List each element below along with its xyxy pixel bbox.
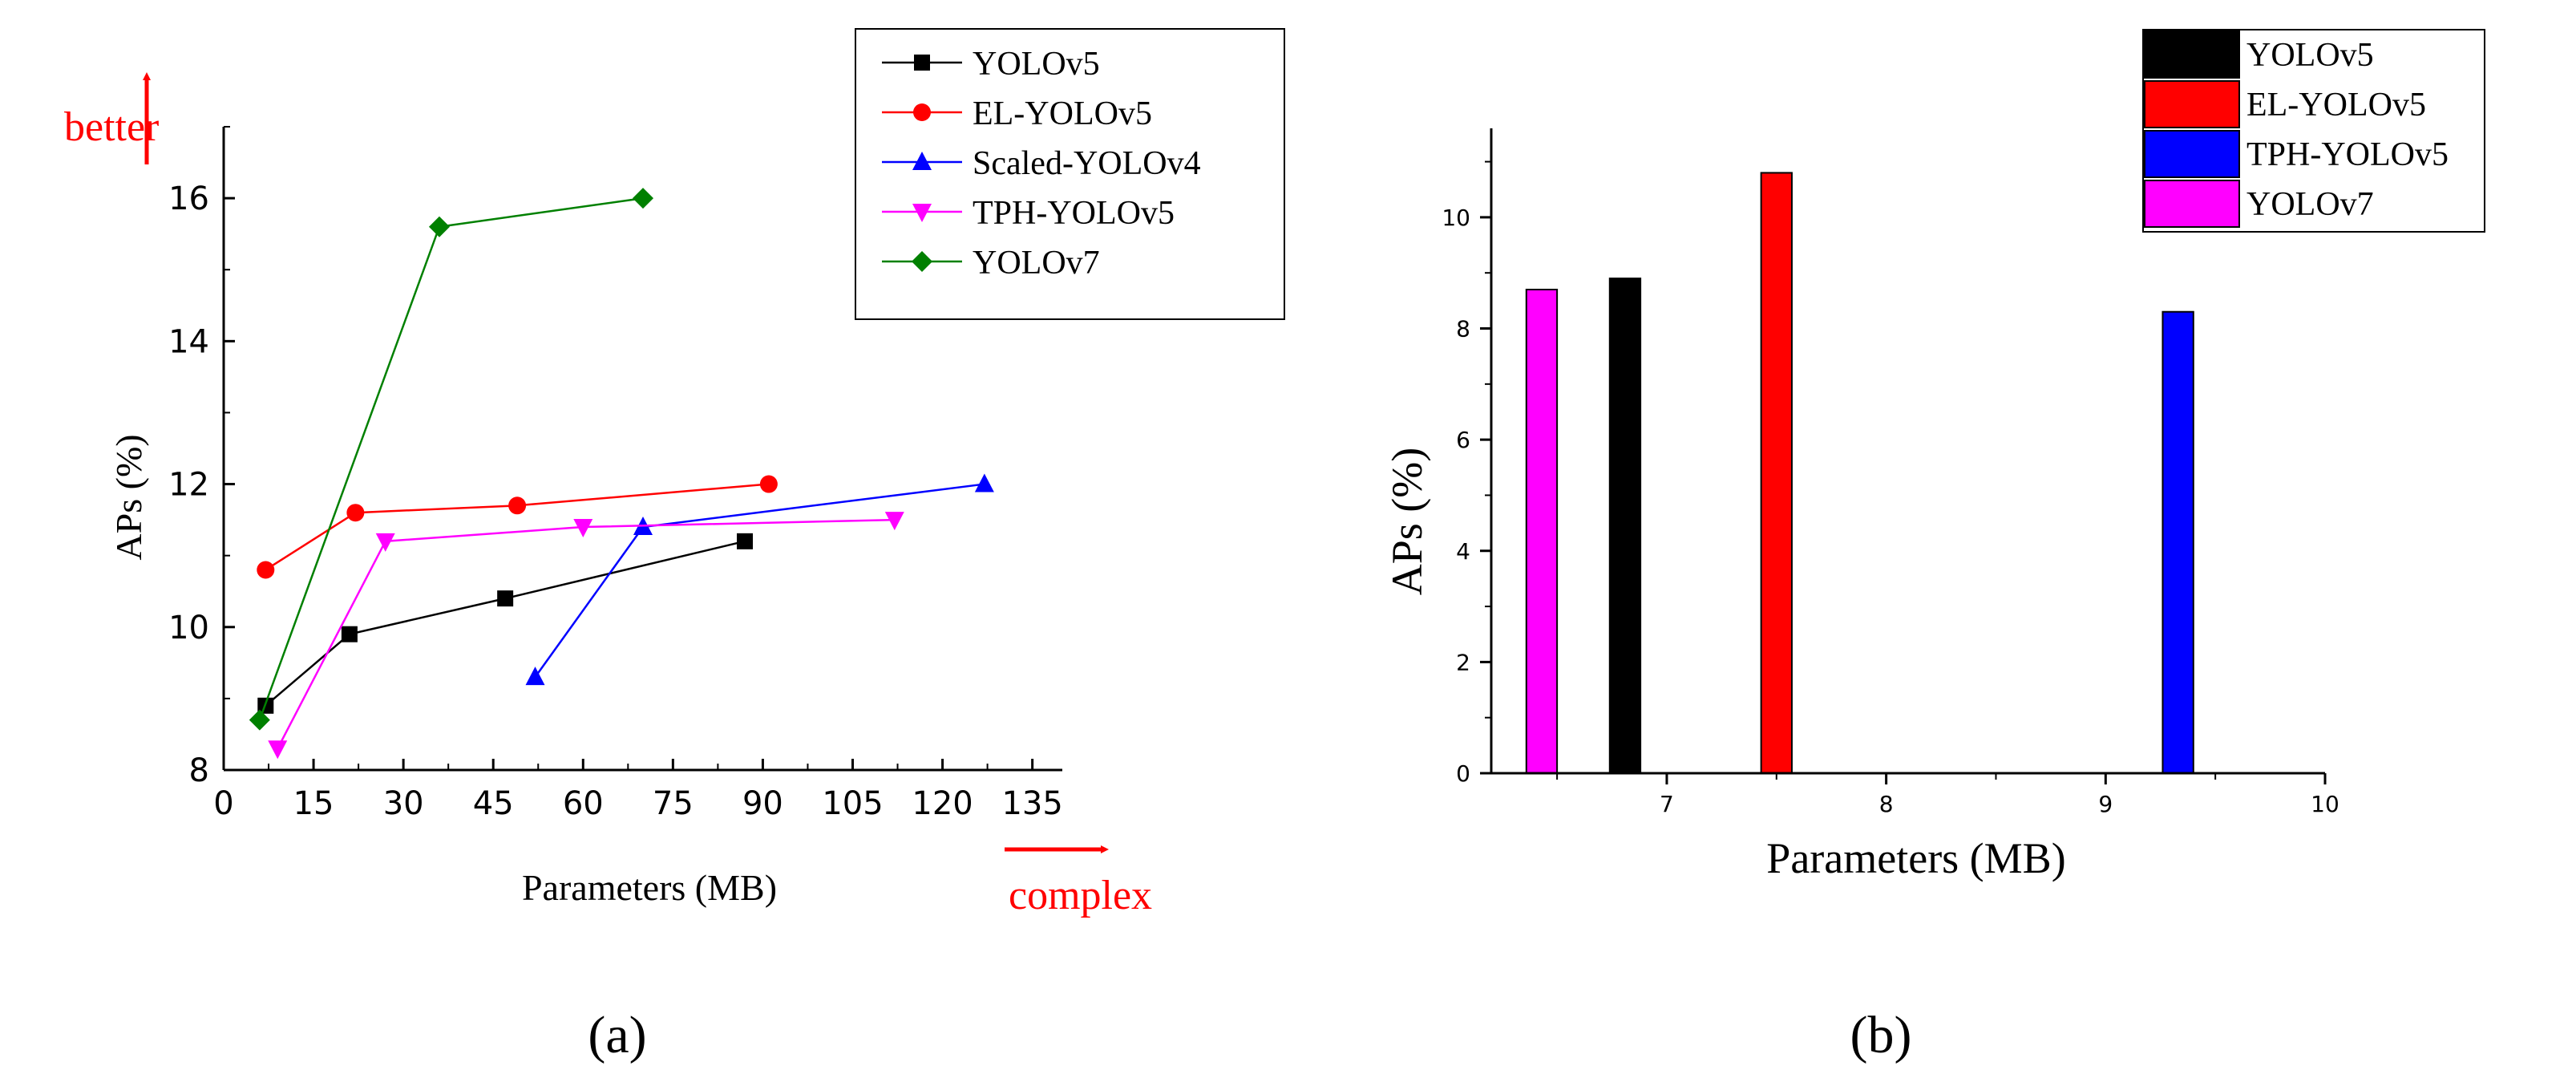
data-point-tph-yolov5 bbox=[375, 533, 395, 552]
legend-swatch-el-yolov5 bbox=[2144, 80, 2240, 128]
panel-b-caption: (b) bbox=[1850, 1006, 1912, 1064]
panel-b-y-tick-label: 0 bbox=[1456, 760, 1470, 787]
panel-a-y-tick-label: 10 bbox=[168, 610, 209, 646]
complex-annotation: complex bbox=[1009, 873, 1152, 918]
panel-a-y-tick-label: 8 bbox=[189, 752, 209, 789]
panel-b-x-tick-label: 9 bbox=[2098, 791, 2113, 817]
panel-a-y-axis-label: APs (%) bbox=[108, 434, 149, 560]
bar-yolov5 bbox=[1608, 278, 1642, 774]
legend-swatch-yolov5 bbox=[2144, 30, 2240, 79]
panel-a-y-tick-label: 16 bbox=[168, 180, 209, 217]
panel-a-y-tick-label: 14 bbox=[168, 323, 209, 360]
panel-a-x-tick-label: 45 bbox=[473, 785, 514, 822]
data-point-tph-yolov5 bbox=[884, 512, 904, 531]
panel-a-legend: YOLOv5 EL-YOLOv5 Scaled-YOLOv4 TPH-YOLOv5 YO… bbox=[855, 28, 1285, 320]
legend-label-el-yolov5: EL-YOLOv5 bbox=[2246, 87, 2426, 124]
panel-b-x-tick-label: 10 bbox=[2311, 791, 2339, 817]
panel-b-x-tick-label: 8 bbox=[1879, 791, 1894, 817]
panel-a-legend-frame bbox=[855, 28, 1285, 320]
panel-b-axes bbox=[1490, 128, 2325, 775]
data-point-el-yolov5 bbox=[759, 475, 778, 493]
legend-swatch-tph-yolov5 bbox=[2144, 130, 2240, 178]
panel-a-series-layer bbox=[249, 188, 994, 760]
data-point-scaled-yolov4 bbox=[525, 667, 545, 686]
panel-b-bar-chart: 7 8 9 10 0 2 4 6 8 10 Parameters (MB) APs (%) YOL… bbox=[1383, 29, 2485, 1064]
panel-a-ticks: 0 15 30 45 60 75 90 105 120 135 8 10 12 14 16 bbox=[168, 126, 1063, 822]
data-point-el-yolov5 bbox=[508, 496, 527, 515]
panel-a-x-axis-label: Parameters (MB) bbox=[522, 867, 777, 908]
data-point-yolov7 bbox=[633, 188, 653, 209]
panel-b-y-tick-label: 6 bbox=[1456, 427, 1470, 453]
legend-label-yolov5: YOLOv5 bbox=[973, 46, 1100, 83]
legend-label-yolov7: YOLOv7 bbox=[973, 245, 1100, 282]
series-line-yolov7 bbox=[258, 197, 644, 721]
panel-a-x-tick-label: 15 bbox=[293, 785, 334, 822]
data-point-scaled-yolov4 bbox=[974, 473, 994, 492]
legend-label-yolov5: YOLOv5 bbox=[2246, 37, 2374, 74]
panel-b-legend: YOLOv5 EL-YOLOv5 TPH-YOLOv5 YOLOv7 bbox=[2142, 29, 2485, 233]
panel-a-x-tick-label: 75 bbox=[653, 785, 694, 822]
panel-a-x-tick-label: 135 bbox=[1001, 785, 1062, 822]
series-line-tph-yolov5 bbox=[277, 518, 895, 749]
panel-b-y-tick-label: 4 bbox=[1456, 538, 1470, 565]
legend-label-tph-yolov5: TPH-YOLOv5 bbox=[973, 195, 1175, 232]
panel-b-y-tick-label: 2 bbox=[1456, 649, 1470, 675]
bar-yolov7 bbox=[1525, 289, 1559, 774]
data-point-yolov7 bbox=[249, 709, 270, 731]
panel-a-x-tick-label: 120 bbox=[912, 785, 973, 822]
data-point-tph-yolov5 bbox=[268, 740, 288, 760]
panel-a-axes bbox=[222, 127, 1062, 772]
panel-b-bars-layer bbox=[1525, 172, 2194, 775]
panel-a-line-chart: 0 15 30 45 60 75 90 105 120 135 8 10 12 14 16 Paramete… bbox=[64, 28, 1285, 1064]
legend-marker-scaled-yolov4 bbox=[912, 152, 932, 170]
data-point-el-yolov5 bbox=[346, 504, 365, 522]
data-point-tph-yolov5 bbox=[573, 519, 593, 538]
series-line-scaled-yolov4 bbox=[534, 483, 985, 678]
legend-label-el-yolov5: EL-YOLOv5 bbox=[973, 95, 1152, 132]
panel-b-x-tick-label: 7 bbox=[1660, 791, 1674, 817]
data-point-yolov7 bbox=[428, 216, 450, 237]
legend-marker-tph-yolov5 bbox=[912, 204, 932, 222]
panel-b-ticks: 7 8 9 10 0 2 4 6 8 10 bbox=[1442, 160, 2339, 817]
panel-a-caption: (a) bbox=[588, 1006, 646, 1064]
data-point-yolov5 bbox=[497, 590, 514, 607]
panel-a-x-tick-label: 60 bbox=[563, 785, 604, 822]
legend-label-tph-yolov5: TPH-YOLOv5 bbox=[2246, 136, 2449, 173]
bar-el-yolov5 bbox=[1760, 172, 1793, 774]
legend-label-yolov7: YOLOv7 bbox=[2246, 186, 2374, 223]
series-line-yolov5 bbox=[265, 540, 746, 707]
data-point-el-yolov5 bbox=[257, 561, 275, 579]
legend-label-scaled-yolov4: Scaled-YOLOv4 bbox=[973, 145, 1201, 182]
data-point-yolov5 bbox=[737, 533, 754, 549]
legend-swatch-yolov7 bbox=[2144, 180, 2240, 228]
panel-b-y-axis-label: APs (%) bbox=[1383, 448, 1431, 596]
series-line-el-yolov5 bbox=[265, 483, 770, 571]
bar-tph-yolov5 bbox=[2161, 310, 2194, 775]
panel-b-y-tick-label: 8 bbox=[1456, 316, 1470, 342]
panel-a-x-tick-label: 30 bbox=[383, 785, 424, 822]
panel-a-x-tick-label: 0 bbox=[213, 785, 233, 822]
panel-a-x-tick-label: 90 bbox=[742, 785, 783, 822]
panel-a-x-tick-label: 105 bbox=[822, 785, 883, 822]
panel-a-y-tick-label: 12 bbox=[168, 467, 209, 504]
panel-b-y-tick-label: 10 bbox=[1442, 205, 1470, 231]
data-point-yolov5 bbox=[341, 626, 358, 642]
panel-b-x-axis-label: Parameters (MB) bbox=[1766, 834, 2065, 882]
legend-marker-yolov7 bbox=[912, 251, 932, 272]
better-annotation: better bbox=[64, 104, 159, 150]
legend-marker-el-yolov5 bbox=[913, 103, 931, 121]
legend-marker-yolov5 bbox=[914, 55, 930, 71]
